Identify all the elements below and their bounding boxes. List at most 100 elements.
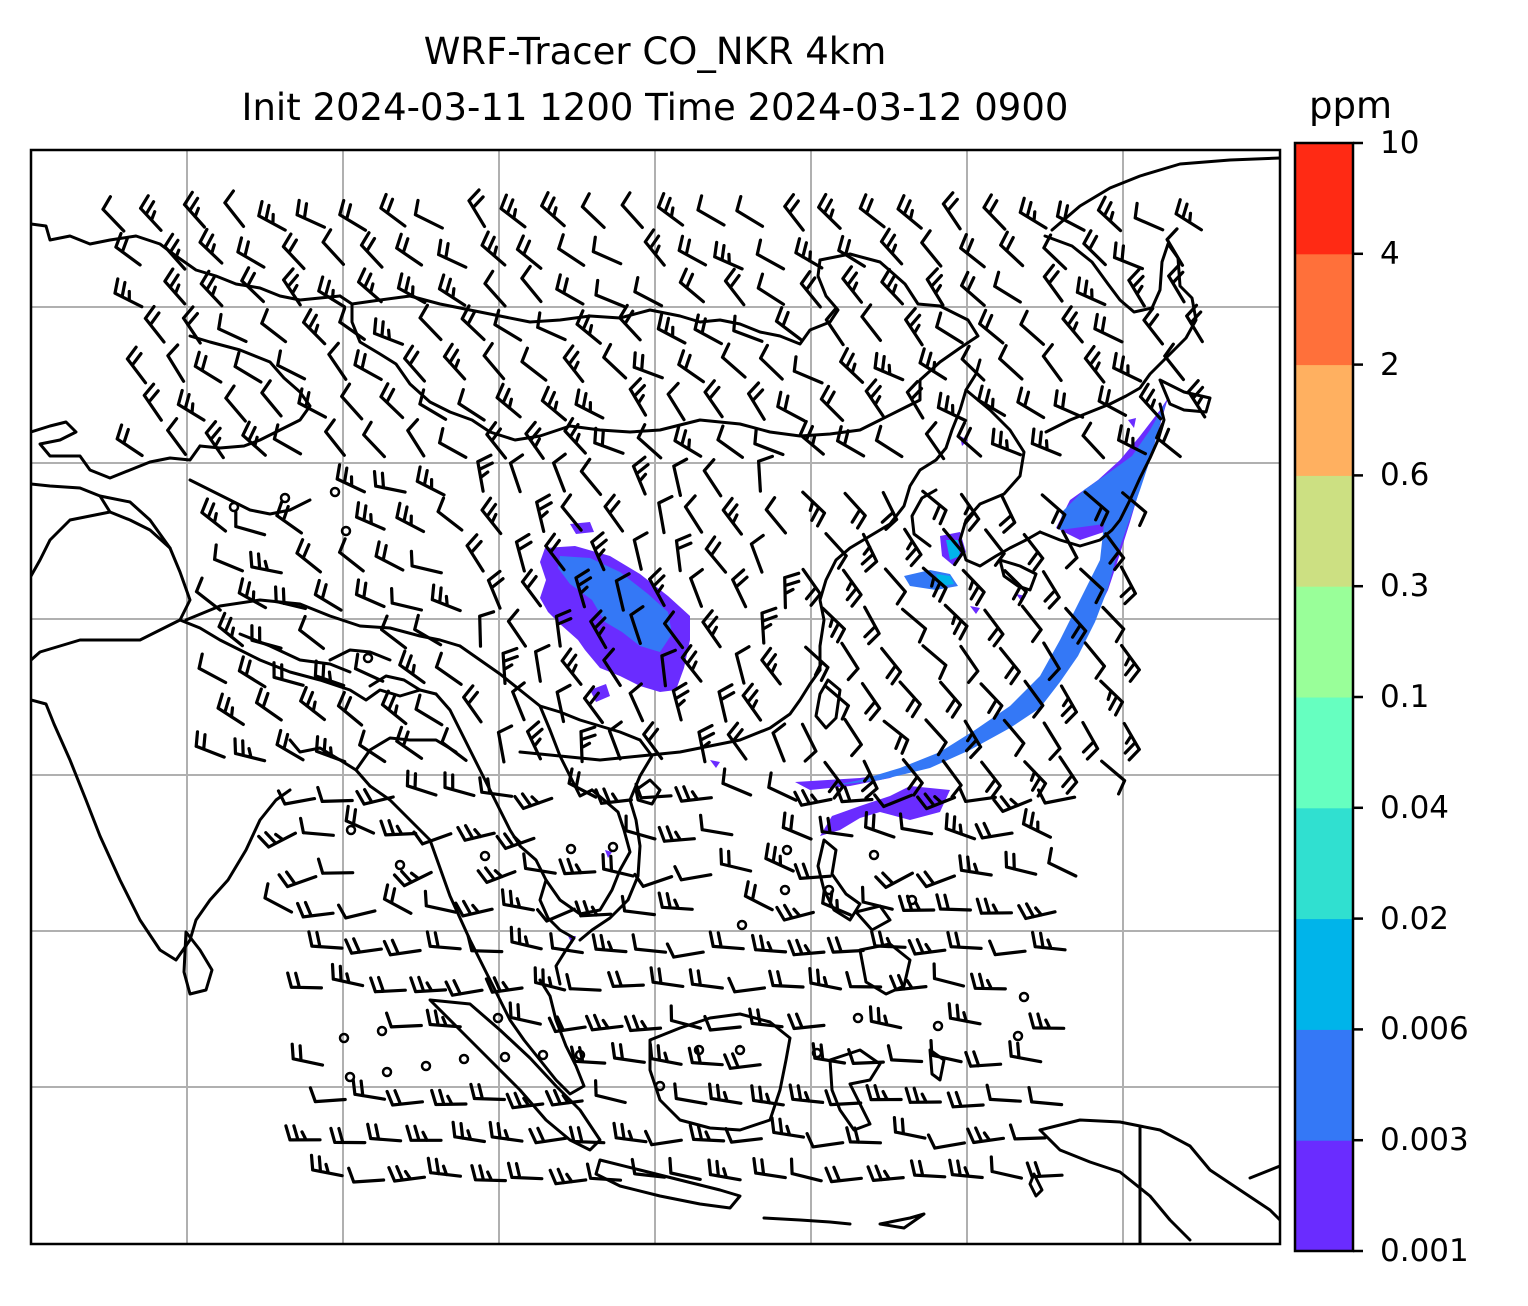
wind-barb bbox=[272, 423, 303, 456]
wind-barb bbox=[496, 724, 514, 764]
wind-barb bbox=[579, 725, 597, 764]
wind-barb bbox=[483, 269, 507, 308]
wind-barb bbox=[673, 1082, 708, 1106]
wind-barb bbox=[860, 532, 879, 573]
wind-barb bbox=[398, 649, 426, 685]
wind-barb bbox=[896, 194, 923, 230]
wind-barb bbox=[847, 1048, 885, 1065]
wind-barb bbox=[936, 391, 968, 423]
wind-barb bbox=[418, 303, 443, 342]
wind-barb bbox=[801, 490, 827, 528]
wind-barb bbox=[1027, 1086, 1064, 1107]
wind-barb bbox=[708, 1082, 743, 1105]
wind-barb bbox=[879, 227, 904, 266]
wind-barb bbox=[799, 270, 822, 309]
wind-barb bbox=[907, 938, 947, 956]
wind-barb bbox=[602, 647, 622, 687]
wind-barb-calm bbox=[852, 1012, 864, 1024]
wind-barb bbox=[395, 501, 426, 534]
wind-barb bbox=[307, 930, 344, 950]
wind-barb bbox=[755, 238, 786, 271]
wind-barb bbox=[413, 198, 444, 230]
wind-barb bbox=[883, 567, 907, 606]
wind-barb bbox=[426, 1156, 462, 1178]
wind-barb bbox=[734, 645, 751, 685]
wind-barb bbox=[657, 495, 674, 535]
wind-barb bbox=[669, 1004, 703, 1030]
coast-japan-honshu bbox=[1038, 402, 1166, 548]
wind-barb bbox=[1040, 493, 1067, 530]
wind-barb bbox=[868, 1005, 903, 1030]
wind-barb bbox=[798, 419, 825, 456]
wind-barb bbox=[241, 420, 267, 457]
wind-barb bbox=[836, 425, 866, 458]
coast-borneo bbox=[648, 1012, 792, 1132]
wind-barb bbox=[351, 1078, 387, 1101]
wind-barb bbox=[874, 871, 914, 889]
wind-barb-calm bbox=[362, 652, 374, 664]
wind-barb bbox=[1022, 533, 1045, 572]
wind-barb bbox=[1030, 427, 1062, 457]
wind-barb bbox=[741, 682, 763, 722]
wind-barb bbox=[1059, 684, 1078, 724]
wind-barb bbox=[882, 719, 910, 755]
wind-barb bbox=[750, 1084, 785, 1107]
wind-barb bbox=[563, 417, 587, 455]
wind-barb bbox=[1155, 422, 1182, 459]
wind-barb bbox=[942, 527, 965, 567]
wind-barb bbox=[1031, 930, 1067, 952]
wind-barb bbox=[1112, 241, 1144, 271]
wind-barb bbox=[614, 572, 631, 612]
wind-barb bbox=[749, 533, 765, 574]
wind-barb bbox=[944, 812, 977, 841]
wind-barb bbox=[197, 652, 228, 685]
wind-barb bbox=[1055, 200, 1086, 232]
wind-barb bbox=[308, 1086, 347, 1104]
wind-barb bbox=[1163, 342, 1185, 382]
wind-barb bbox=[607, 720, 623, 761]
wind-barb bbox=[330, 962, 365, 988]
wind-barb bbox=[631, 455, 650, 496]
wind-barb bbox=[858, 193, 886, 229]
wind-barb bbox=[998, 646, 1021, 686]
coast-malay-peninsula bbox=[498, 978, 586, 1096]
wind-barb bbox=[673, 425, 703, 458]
wind-barb bbox=[840, 641, 860, 682]
wind-barb bbox=[524, 420, 545, 460]
wind-barb bbox=[451, 1120, 486, 1144]
wind-barb bbox=[338, 199, 368, 232]
wind-barb bbox=[921, 566, 948, 603]
wind-barb bbox=[783, 571, 801, 610]
wind-barb bbox=[255, 687, 283, 722]
wind-barb bbox=[824, 1165, 863, 1184]
wind-barb bbox=[1042, 721, 1062, 761]
wind-barb bbox=[861, 759, 879, 800]
coast-south-china bbox=[518, 668, 822, 762]
wind-barb bbox=[511, 681, 526, 722]
coast-taiwan bbox=[814, 678, 842, 730]
wind-barb bbox=[495, 832, 536, 850]
wind-barb bbox=[224, 384, 247, 423]
wind-barb bbox=[544, 1088, 584, 1107]
wind-barb bbox=[963, 719, 983, 760]
wind-barb bbox=[1019, 309, 1045, 346]
wind-barb bbox=[193, 350, 223, 384]
wind-barb bbox=[234, 510, 267, 537]
wind-barb bbox=[198, 227, 224, 265]
wind-barb bbox=[506, 608, 527, 648]
wind-barb bbox=[668, 1156, 702, 1181]
wind-barb bbox=[476, 866, 517, 884]
wind-barb bbox=[628, 682, 645, 723]
wind-barb bbox=[716, 424, 744, 459]
wind-barb bbox=[296, 900, 335, 919]
wind-barb bbox=[864, 378, 885, 418]
wind-barb bbox=[454, 899, 494, 918]
border-tajik bbox=[108, 510, 172, 550]
wind-barb bbox=[200, 497, 228, 533]
wind-barb bbox=[1165, 227, 1185, 267]
wind-barb bbox=[723, 1052, 762, 1070]
wind-barb bbox=[358, 729, 387, 764]
map-title-line-2: Init 2024-03-11 1200 Time 2024-03-12 090… bbox=[241, 86, 1069, 129]
wind-barb bbox=[125, 345, 148, 385]
wind-barb bbox=[555, 273, 585, 306]
